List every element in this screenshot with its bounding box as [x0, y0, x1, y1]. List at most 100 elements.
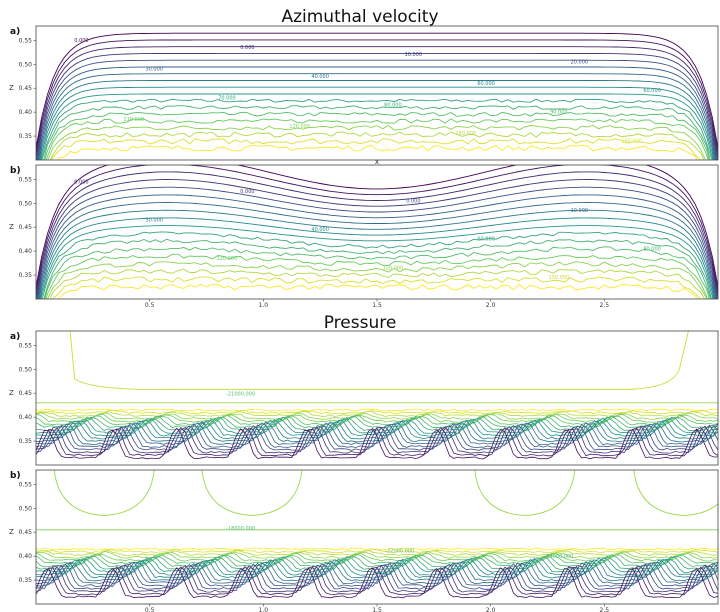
y-tick-label: 0.35	[19, 272, 33, 279]
contour-line	[36, 421, 718, 443]
y-tick-label: 0.55	[19, 481, 33, 488]
contour-line	[36, 565, 718, 596]
contour-label: 0.000	[74, 38, 88, 44]
contour-line	[40, 225, 714, 299]
contour-line	[41, 98, 713, 160]
contour-line	[40, 93, 714, 160]
panel-label: b)	[10, 166, 21, 176]
x-tick-label: 1.5	[372, 302, 382, 309]
contour-label: 150.000	[549, 275, 570, 281]
x-tick-label: 2.5	[600, 607, 610, 612]
contour-line	[36, 415, 718, 429]
contour-label: 20.000	[571, 59, 589, 65]
contour-line	[36, 39, 718, 153]
contour-label: 60.000	[643, 88, 661, 94]
y-tick-label: 0.45	[19, 85, 33, 92]
contour-line	[36, 424, 718, 451]
contour-label: 30.000	[145, 218, 163, 224]
contour-line	[36, 422, 718, 446]
chart-title-0: Azimuthal velocity	[281, 7, 438, 27]
contour-line	[49, 131, 705, 160]
panel-frame	[35, 25, 719, 161]
contour-line	[36, 59, 718, 160]
y-tick-label: 0.40	[19, 553, 33, 560]
contour-label: 120.000	[217, 256, 238, 262]
contour-line	[36, 562, 718, 587]
contour-line	[53, 470, 155, 516]
contour-line	[39, 80, 715, 160]
contour-line	[37, 66, 717, 160]
panel-label: a)	[10, 27, 20, 37]
contour-line	[36, 165, 718, 288]
contour-line	[56, 144, 698, 160]
contour-line	[52, 276, 702, 299]
panel-frame	[35, 164, 719, 300]
contour-label: 60.000	[477, 237, 495, 243]
contour-label: 160.000	[621, 138, 642, 144]
y-tick-label: 0.45	[19, 529, 33, 536]
contour-line	[38, 202, 716, 299]
contour-label: 40.000	[311, 227, 329, 233]
contour-line	[36, 567, 718, 599]
panel-label: b)	[10, 471, 21, 481]
y-tick-label: 0.35	[19, 438, 33, 445]
contour-line	[36, 426, 718, 457]
y-tick-label: 0.35	[19, 133, 33, 140]
contour-line	[38, 73, 716, 160]
y-axis-label: Z	[9, 528, 14, 536]
y-tick-label: 0.55	[19, 176, 33, 183]
contour-line	[44, 111, 710, 160]
contour-line	[633, 470, 718, 516]
contour-line	[474, 470, 576, 516]
contour-line	[36, 32, 718, 149]
x-tick-label: 0.5	[145, 302, 155, 309]
contour-line	[51, 138, 702, 160]
panel-1-0: -21000.000 a) 0.35 0.40 0.45 0.50 0.55 Z	[9, 330, 719, 466]
contour-line	[43, 105, 711, 160]
contour-line	[36, 554, 718, 568]
contour-label: 10.000	[405, 52, 423, 58]
contour-line	[36, 560, 718, 582]
contour-line	[39, 86, 715, 160]
contour-line	[36, 423, 718, 448]
contour-line	[39, 209, 715, 299]
contour-label: -22000.000	[385, 548, 414, 554]
contour-label: 60.000	[477, 81, 495, 87]
contour-label: 150.000	[455, 131, 476, 137]
contour-label: 0.000	[240, 45, 254, 51]
y-axis-label: Z	[9, 84, 14, 92]
contour-label: 120.000	[383, 265, 404, 271]
contour-label: 0.000	[240, 189, 254, 195]
contour-line	[36, 46, 718, 157]
contour-label: 40.000	[311, 74, 329, 80]
x-tick-label: 1.0	[259, 302, 269, 309]
y-tick-label: 0.55	[19, 37, 33, 44]
x-tick-label: 1.0	[259, 607, 269, 612]
contour-line	[36, 549, 718, 556]
contour-label: -18000.000	[226, 526, 255, 532]
panel-label: a)	[10, 332, 20, 342]
contour-line	[36, 52, 718, 160]
contour-line	[36, 548, 718, 554]
contour-line	[36, 427, 718, 460]
contour-label: -21000.000	[226, 392, 255, 398]
y-tick-label: 0.40	[19, 248, 33, 255]
contour-line	[37, 194, 717, 299]
contour-label: 110.000	[123, 117, 144, 123]
x-tick-label: 2.0	[486, 607, 496, 612]
contour-label: 70.000	[218, 95, 236, 101]
x-tick-label: 1.5	[372, 607, 382, 612]
contour-line	[36, 409, 718, 415]
contour-line	[36, 179, 718, 299]
contour-label: 0.000	[74, 179, 88, 185]
chart-title-1: Pressure	[324, 313, 397, 333]
y-tick-label: 0.40	[19, 109, 33, 116]
panel-0-1: 0.000 0.000 0.000 10.000 30.000 40.000 60.000 8…	[9, 158, 719, 309]
contour-line	[36, 561, 718, 585]
contour-line	[39, 217, 715, 299]
contour-label: 80.000	[643, 246, 661, 252]
x-tick-label: 2.5	[600, 302, 610, 309]
contour-lines	[36, 331, 718, 460]
contour-lines	[36, 165, 718, 299]
